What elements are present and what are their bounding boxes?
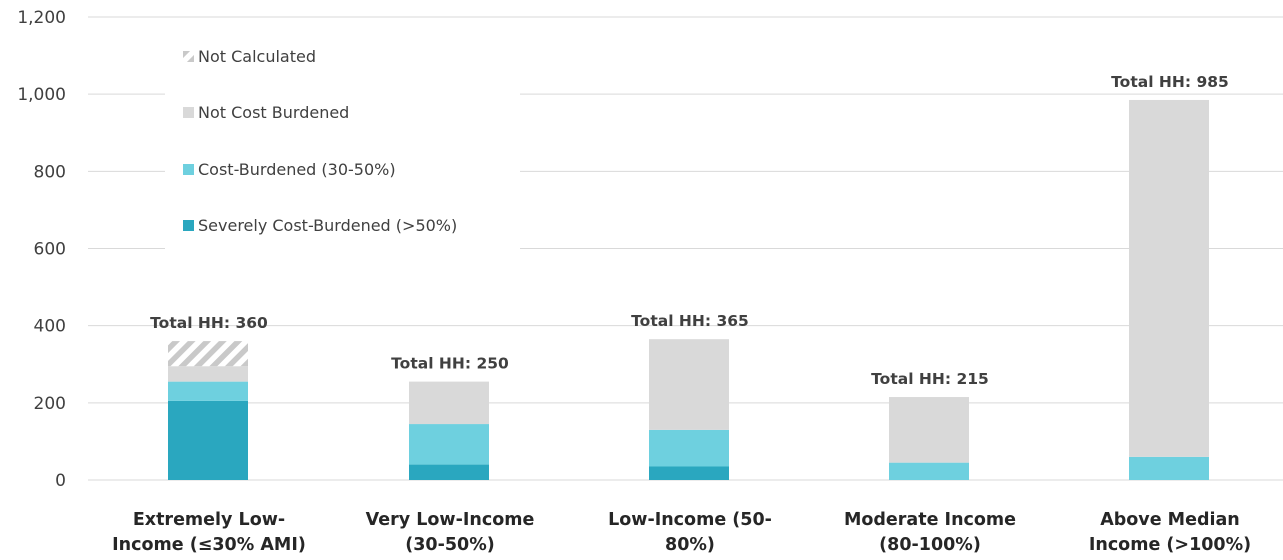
- total-label: Total HH: 985: [1111, 73, 1229, 91]
- bar-segment: [1129, 99, 1209, 457]
- category-label: (80-100%): [879, 535, 981, 555]
- legend-background: [165, 32, 520, 254]
- bar-segment: [889, 397, 969, 463]
- bar-segment: [168, 381, 248, 401]
- y-axis: 0 200 400 600 800 1,000 1,200: [17, 8, 66, 491]
- y-tick-label: 1,000: [17, 85, 66, 105]
- legend-swatch: [183, 107, 194, 118]
- legend-label: Not Cost Burdened: [198, 103, 349, 122]
- y-tick-label: 600: [34, 240, 66, 260]
- y-tick-label: 0: [55, 471, 66, 491]
- total-label: Total HH: 360: [150, 314, 268, 332]
- bar-segment: [1129, 456, 1209, 480]
- bar-segment: [649, 466, 729, 480]
- category-label: (30-50%): [405, 535, 495, 555]
- y-tick-label: 200: [34, 394, 66, 414]
- category-label: Low-Income (50-: [608, 510, 772, 530]
- category-label: Moderate Income: [844, 510, 1016, 530]
- legend-swatch: [183, 220, 194, 231]
- total-label: Total HH: 250: [391, 355, 509, 373]
- total-label: Total HH: 215: [871, 370, 989, 388]
- bar-segment: [168, 400, 248, 480]
- legend-label: Not Calculated: [198, 47, 316, 66]
- legend-swatch: [183, 164, 194, 175]
- bar-segment: [649, 339, 729, 430]
- bar-segment: [409, 464, 489, 480]
- category-label: 80%): [665, 535, 715, 555]
- legend-label: Cost-Burdened (30-50%): [198, 160, 396, 179]
- y-tick-label: 800: [34, 162, 66, 182]
- legend-label: Severely Cost-Burdened (>50%): [198, 216, 457, 235]
- bar-segment: [889, 462, 969, 480]
- legend: Not Calculated Not Cost Burdened Cost-Burd…: [165, 32, 520, 254]
- category-label: Very Low-Income: [366, 510, 535, 530]
- total-label: Total HH: 365: [631, 312, 749, 330]
- y-tick-label: 1,200: [17, 8, 66, 28]
- bar-segment: [409, 424, 489, 465]
- category-label: Income (>100%): [1089, 535, 1251, 555]
- bar-segment: [409, 381, 489, 425]
- bar-segment: [168, 341, 248, 367]
- legend-swatch: [183, 51, 194, 62]
- category-label: Above Median: [1100, 510, 1240, 530]
- x-axis-category-labels: Extremely Low- Income (≤30% AMI) Very Low-…: [112, 510, 1251, 555]
- bar-segment: [168, 366, 248, 382]
- total-labels: Total HH: 360 Total HH: 250 Total HH: 365 T…: [150, 73, 1229, 388]
- y-tick-label: 400: [34, 317, 66, 337]
- category-label: Income (≤30% AMI): [112, 535, 306, 555]
- bar-segment: [649, 429, 729, 467]
- bars: [168, 99, 1209, 480]
- category-label: Extremely Low-: [133, 510, 285, 530]
